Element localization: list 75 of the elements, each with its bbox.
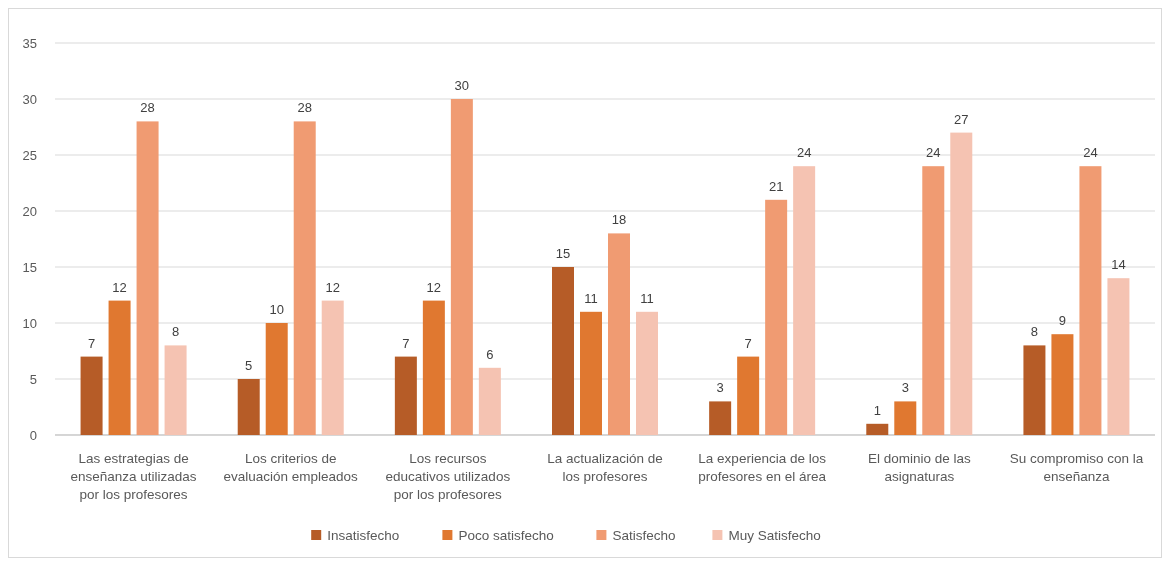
data-label: 18: [611, 212, 627, 228]
data-label: 11: [640, 290, 654, 306]
data-label: 28: [140, 100, 155, 116]
data-label: 3: [716, 380, 724, 396]
data-label: 12: [426, 279, 442, 295]
data-label: 5: [245, 358, 253, 373]
bar: [478, 367, 501, 435]
data-label: 6: [486, 346, 494, 362]
bar: [321, 300, 344, 435]
data-label: 7: [87, 335, 96, 351]
bar: [293, 121, 316, 435]
bar: [580, 311, 602, 435]
x-tick-label: Los criterios de evaluación empleados: [223, 451, 359, 484]
x-tick-label: El dominio de las asignaturas: [867, 451, 971, 484]
data-label: 12: [112, 279, 127, 295]
x-tick-label: Los recursos educativos utilizados por los profesores: [385, 451, 511, 502]
data-label: 7: [402, 335, 410, 351]
y-tick-label: 10: [22, 316, 37, 331]
data-label: 21: [768, 178, 784, 194]
legend-label: Poco satisfecho: [458, 528, 554, 543]
bar: [136, 121, 159, 435]
bar: [394, 356, 417, 435]
bar: [793, 166, 816, 435]
x-tick-label: La actualización de los profesores: [547, 451, 663, 484]
bar: [866, 423, 889, 435]
bar: [422, 300, 445, 435]
data-label: 24: [1083, 145, 1098, 161]
bar: [737, 356, 760, 435]
y-tick-label: 0: [29, 428, 37, 443]
bar: [922, 166, 945, 435]
y-tick-label: 30: [22, 92, 37, 107]
data-label: 30: [454, 78, 470, 93]
x-tick-label: Las estrategias de enseñanza utilizadas por los profesores: [70, 451, 197, 502]
data-label: 15: [555, 246, 571, 261]
data-label: 14: [1111, 257, 1126, 273]
legend-label: Satisfecho: [612, 528, 676, 543]
bar: [709, 401, 732, 435]
bar: [237, 379, 260, 435]
bar: [636, 311, 658, 435]
legend-label: Insatisfecho: [327, 528, 400, 543]
bar: [608, 233, 630, 435]
data-label: 28: [297, 100, 312, 116]
x-tick-label: Su compromiso con la enseñanza: [1009, 451, 1144, 484]
legend-label: Muy Satisfecho: [728, 528, 821, 543]
bar: [950, 132, 973, 435]
data-label: 8: [171, 324, 180, 340]
bar: [765, 199, 788, 435]
data-label: 27: [954, 111, 969, 127]
y-tick-label: 35: [22, 36, 37, 51]
x-tick-label: La experiencia de los profesores en el área: [698, 451, 827, 484]
data-label: 7: [744, 335, 752, 351]
data-label: 8: [1030, 324, 1039, 340]
bar: [552, 267, 574, 435]
bar: [1107, 278, 1130, 435]
data-label: 9: [1058, 313, 1067, 329]
data-label: 1: [873, 402, 881, 418]
bar: [265, 323, 288, 435]
y-tick-label: 5: [29, 372, 37, 387]
data-label: 24: [926, 145, 941, 161]
bar: [1051, 334, 1074, 435]
data-label: 12: [325, 279, 340, 295]
bar: [1023, 345, 1046, 435]
data-label: 3: [901, 380, 909, 396]
y-tick-label: 15: [22, 260, 37, 275]
bar: [450, 99, 473, 435]
bar: [1079, 166, 1102, 435]
bar: [164, 345, 187, 435]
data-label: 11: [584, 290, 598, 306]
bar: [80, 356, 103, 435]
data-label: 10: [269, 302, 284, 317]
y-tick-label: 25: [22, 148, 37, 163]
y-tick-label: 20: [22, 204, 37, 219]
bar: [108, 300, 131, 435]
data-label: 24: [796, 145, 812, 161]
bar: [894, 401, 917, 435]
